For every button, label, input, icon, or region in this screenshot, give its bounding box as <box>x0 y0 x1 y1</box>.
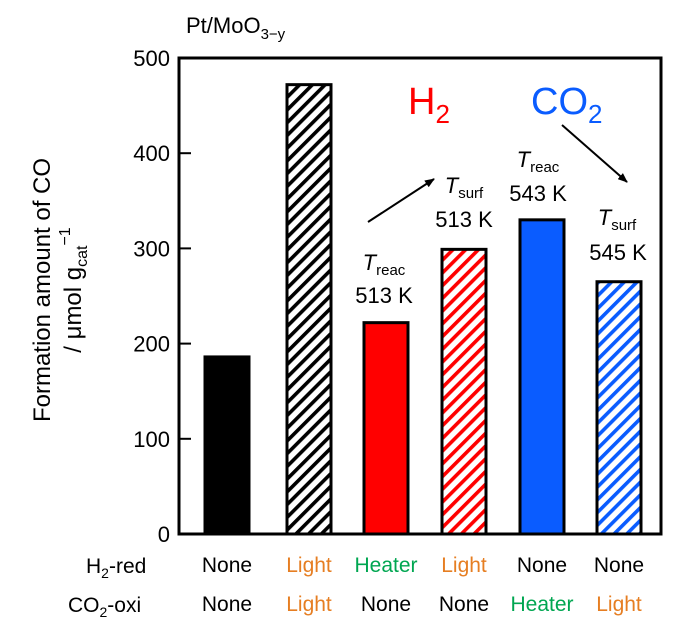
y-tick-label: 0 <box>158 522 170 547</box>
group-label-co2: CO2 <box>531 81 602 129</box>
y-axis-label: Formation amount of CO / μmol gcat−1 <box>29 158 91 422</box>
annotation-treac-513: Treac 513 K <box>355 250 413 308</box>
y-tick-label: 100 <box>133 427 170 452</box>
row-label-co2-oxi: CO2-oxi <box>68 594 141 620</box>
svg-text:545 K: 545 K <box>589 240 647 265</box>
svg-text:Tsurf: Tsurf <box>445 173 484 202</box>
svg-text:543 K: 543 K <box>509 181 567 206</box>
bar-1 <box>203 355 251 536</box>
y-tick-label: 500 <box>133 46 170 71</box>
condition-co2-oxi-5: Heater <box>510 593 573 616</box>
svg-text:Treac: Treac <box>363 250 406 279</box>
group-label-h2: H2 <box>408 81 450 129</box>
y-tick-label: 300 <box>133 236 170 261</box>
annotation-treac-543: Treac 543 K <box>509 147 567 206</box>
arrow-h2 <box>367 178 435 223</box>
condition-table: None Light Heater Light None None None Light Non… <box>202 554 644 616</box>
condition-co2-oxi-3: None <box>361 593 411 616</box>
bar-4 <box>440 247 488 536</box>
bar-3 <box>362 321 410 536</box>
y-tick-label: 400 <box>133 141 170 166</box>
bar-5 <box>518 218 566 536</box>
svg-text:Formation amount of CO: Formation amount of CO <box>29 158 56 422</box>
bar-2 <box>285 83 333 536</box>
svg-text:/ μmol gcat−1: / μmol gcat−1 <box>57 227 91 353</box>
condition-h2-red-3: Heater <box>354 554 417 577</box>
condition-co2-oxi-1: None <box>202 593 252 616</box>
condition-h2-red-5: None <box>517 554 567 577</box>
condition-h2-red-1: None <box>202 554 252 577</box>
y-tick-label: 200 <box>133 332 170 357</box>
bars <box>203 83 643 536</box>
condition-h2-red-6: None <box>594 554 644 577</box>
chart-title: Pt/MoO3−y <box>186 13 286 43</box>
bar-6 <box>595 280 643 536</box>
row-label-h2-red: H2-red <box>86 555 146 581</box>
arrow-co2 <box>561 124 628 183</box>
annotation-tsurf-545: Tsurf 545 K <box>589 205 647 265</box>
svg-text:513 K: 513 K <box>355 283 413 308</box>
condition-h2-red-4: Light <box>441 554 487 577</box>
condition-co2-oxi-6: Light <box>596 593 642 616</box>
svg-text:Treac: Treac <box>517 147 560 176</box>
annotation-tsurf-513: Tsurf 513 K <box>435 173 493 232</box>
y-axis-ticks: 0 100 200 300 400 500 <box>133 46 191 547</box>
condition-co2-oxi-4: None <box>439 593 489 616</box>
svg-text:513 K: 513 K <box>435 207 493 232</box>
svg-text:Tsurf: Tsurf <box>598 205 637 234</box>
condition-co2-oxi-2: Light <box>286 593 332 616</box>
condition-h2-red-2: Light <box>286 554 332 577</box>
plot-frame <box>177 56 663 536</box>
